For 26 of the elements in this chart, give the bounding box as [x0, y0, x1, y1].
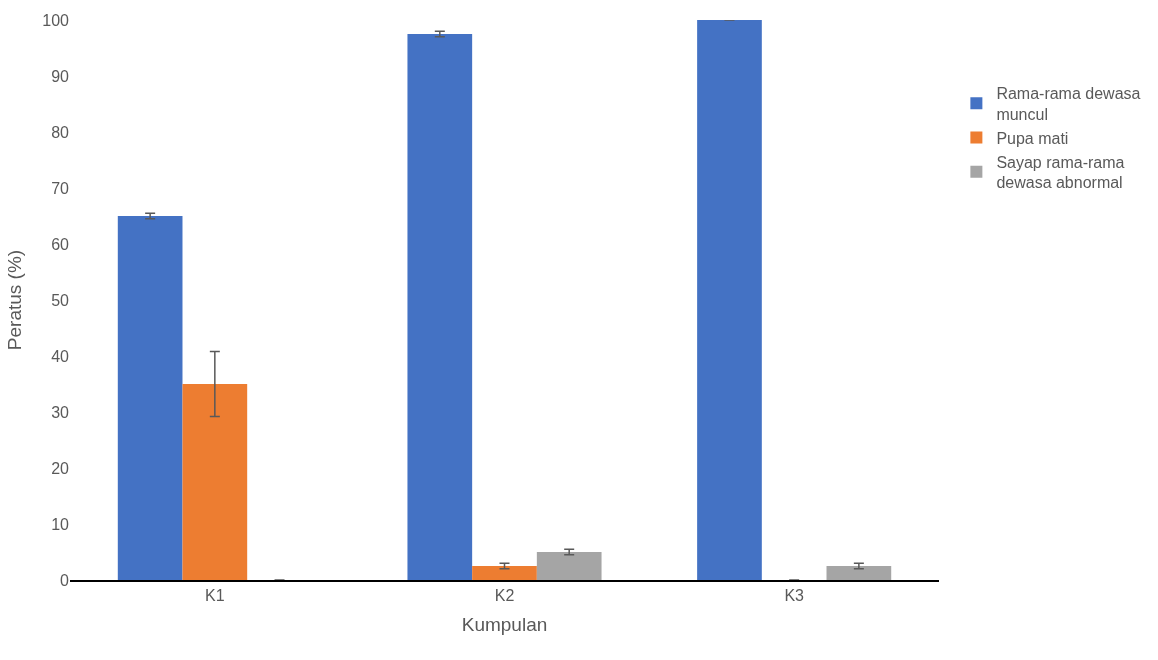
x-tick-label: K2	[494, 586, 515, 604]
y-tick-label: 20	[51, 459, 70, 477]
bar	[697, 20, 762, 580]
legend-label: Pupa mati	[996, 129, 1069, 147]
legend-label: Rama-rama dewasa muncul	[996, 85, 1141, 123]
y-tick-label: 70	[51, 179, 70, 197]
x-tick-label: K1	[205, 586, 225, 604]
y-tick-label: 40	[51, 347, 70, 365]
x-tick-label: K3	[784, 586, 805, 604]
bar	[182, 384, 248, 580]
y-tick-label: 0	[60, 571, 70, 589]
bar	[472, 566, 537, 580]
x-axis-title: Kumpulan	[461, 614, 548, 636]
y-tick-label: 60	[51, 235, 70, 253]
bar	[117, 216, 183, 580]
bar	[826, 566, 892, 580]
bar	[536, 552, 602, 580]
legend-label: Sayap rama-rama dewasa abnormal	[996, 153, 1125, 192]
y-tick-label: 80	[51, 123, 70, 141]
y-tick-label: 100	[42, 11, 70, 29]
y-axis-title: Peratus (%)	[4, 249, 26, 351]
y-tick-label: 10	[51, 515, 70, 533]
y-tick-label: 90	[51, 67, 70, 85]
y-tick-label: 50	[51, 291, 70, 309]
bar	[407, 34, 473, 580]
y-tick-label: 30	[51, 403, 70, 421]
